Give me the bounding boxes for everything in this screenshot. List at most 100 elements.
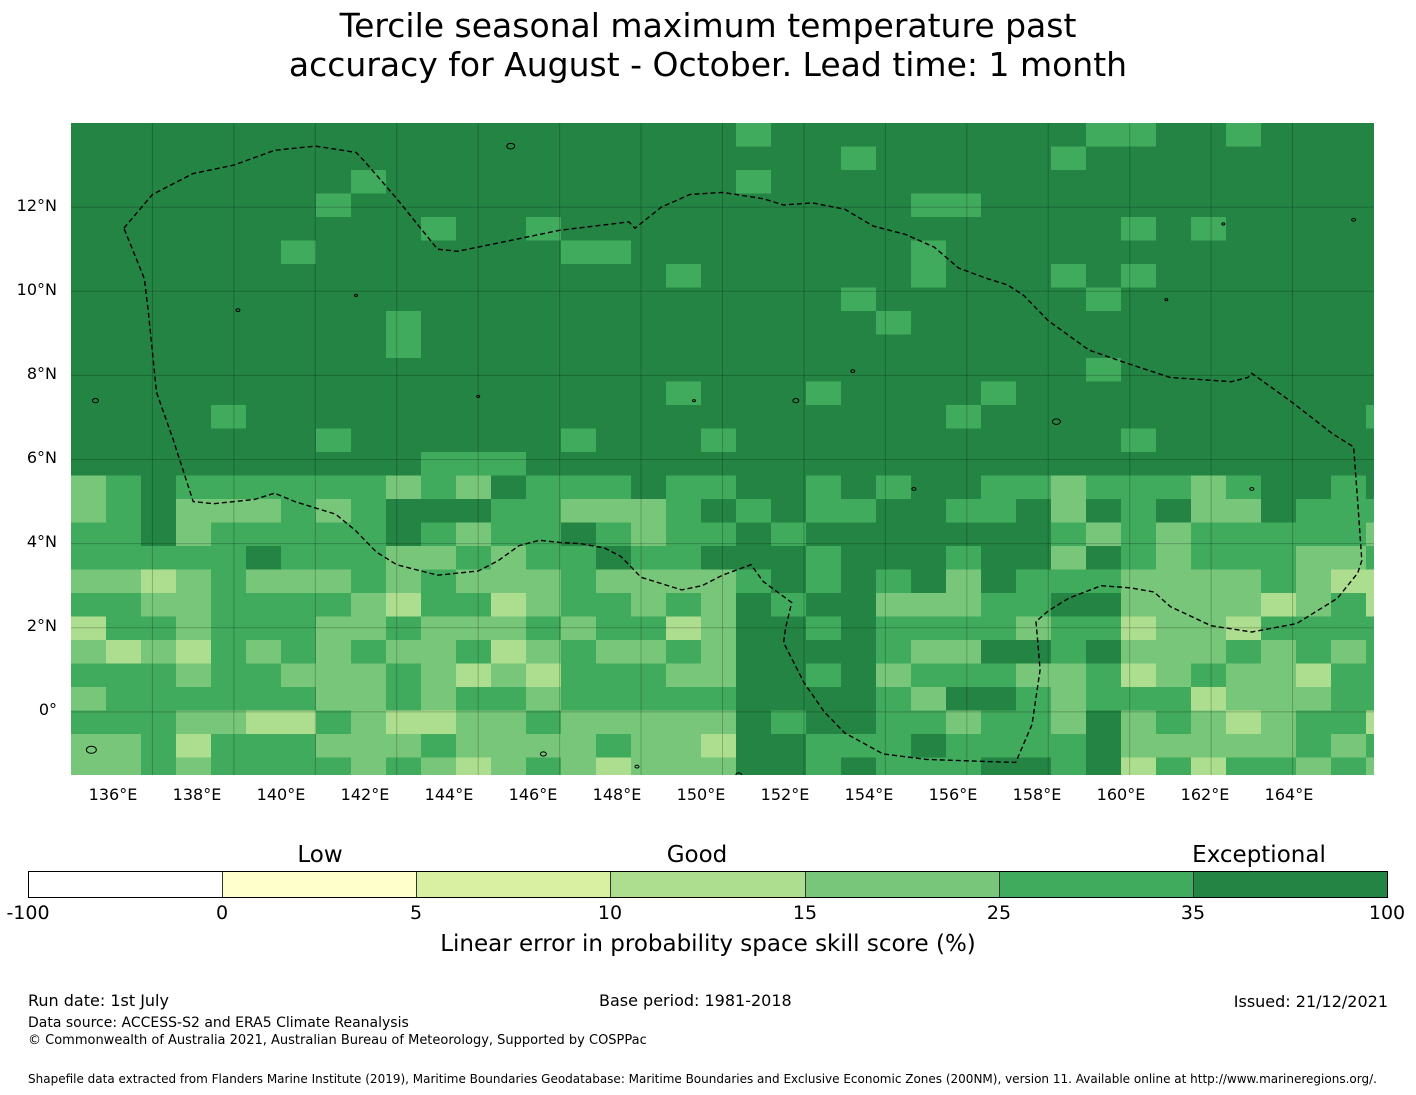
skill-cell bbox=[141, 193, 177, 218]
skill-cell bbox=[1296, 546, 1332, 570]
skill-cell bbox=[1191, 334, 1227, 359]
skill-cell bbox=[736, 569, 772, 594]
colorbar-segment-4 bbox=[611, 872, 806, 897]
skill-cell bbox=[736, 311, 772, 335]
skill-cell bbox=[1261, 193, 1297, 218]
colorbar-tick: 100 bbox=[1368, 902, 1406, 924]
skill-cell bbox=[1086, 405, 1122, 429]
skill-cell bbox=[316, 170, 352, 194]
skill-cell bbox=[736, 734, 772, 758]
skill-cell bbox=[386, 334, 422, 359]
skill-cell bbox=[71, 287, 107, 312]
skill-cell bbox=[421, 593, 457, 617]
skill-cell bbox=[1121, 217, 1157, 241]
skill-cell bbox=[771, 734, 807, 758]
skill-cell bbox=[1086, 757, 1122, 775]
skill-cell bbox=[1191, 405, 1227, 429]
skill-cell bbox=[281, 287, 317, 312]
skill-cell bbox=[631, 170, 667, 194]
skill-cell bbox=[141, 475, 177, 500]
skill-cell bbox=[911, 616, 947, 641]
skill-cell bbox=[281, 311, 317, 335]
skill-cell bbox=[771, 193, 807, 218]
skill-cell bbox=[421, 287, 457, 312]
skill-cell bbox=[71, 334, 107, 359]
skill-cell bbox=[211, 217, 247, 241]
skill-cell bbox=[736, 334, 772, 359]
skill-cell bbox=[456, 358, 492, 382]
skill-cell bbox=[456, 334, 492, 359]
skill-cell bbox=[141, 616, 177, 641]
skill-grid-cells bbox=[71, 123, 1374, 775]
skill-cell bbox=[806, 499, 842, 523]
skill-cell bbox=[1156, 522, 1192, 547]
skill-cell bbox=[1156, 734, 1192, 758]
skill-cell bbox=[876, 757, 912, 775]
skill-cell bbox=[701, 193, 737, 218]
skill-cell bbox=[1296, 264, 1332, 288]
skill-cell bbox=[1121, 687, 1157, 711]
skill-cell bbox=[1086, 358, 1122, 382]
colorbar-segment-5 bbox=[805, 872, 1000, 897]
skill-cell bbox=[71, 663, 107, 688]
skill-cell bbox=[876, 546, 912, 570]
skill-cell bbox=[211, 593, 247, 617]
skill-cell bbox=[771, 240, 807, 265]
skill-cell bbox=[421, 710, 457, 735]
skill-cell bbox=[106, 287, 142, 312]
skill-cell bbox=[1261, 240, 1297, 265]
skill-cell bbox=[211, 146, 247, 171]
skill-cell bbox=[71, 522, 107, 547]
skill-cell bbox=[1086, 475, 1122, 500]
skill-cell bbox=[141, 405, 177, 429]
skill-cell bbox=[71, 616, 107, 641]
skill-cell bbox=[106, 217, 142, 241]
skill-cell bbox=[1226, 734, 1262, 758]
skill-cell bbox=[1016, 663, 1052, 688]
skill-cell bbox=[456, 593, 492, 617]
skill-cell bbox=[806, 569, 842, 594]
skill-cell bbox=[386, 757, 422, 775]
skill-cell bbox=[1261, 428, 1297, 453]
skill-cell bbox=[701, 287, 737, 312]
skill-cell bbox=[631, 217, 667, 241]
skill-cell bbox=[876, 663, 912, 688]
skill-cell bbox=[666, 334, 702, 359]
skill-cell bbox=[771, 616, 807, 641]
skill-cell bbox=[1156, 334, 1192, 359]
skill-cell bbox=[456, 193, 492, 218]
skill-cell bbox=[701, 452, 737, 476]
skill-cell bbox=[981, 593, 1017, 617]
skill-cell bbox=[771, 569, 807, 594]
island-outline bbox=[1221, 222, 1226, 226]
skill-cell bbox=[806, 405, 842, 429]
skill-cell bbox=[876, 499, 912, 523]
skill-cell bbox=[876, 123, 912, 147]
lon-label-146e: 146°E bbox=[508, 785, 558, 804]
skill-cell bbox=[246, 499, 282, 523]
skill-cell bbox=[841, 710, 877, 735]
skill-cell bbox=[771, 593, 807, 617]
colorbar-segment-6 bbox=[999, 872, 1194, 897]
skill-cell bbox=[666, 663, 702, 688]
skill-cell bbox=[876, 593, 912, 617]
skill-cell bbox=[456, 522, 492, 547]
skill-cell bbox=[246, 593, 282, 617]
skill-cell bbox=[1366, 687, 1374, 711]
skill-cell bbox=[351, 123, 387, 147]
skill-cell bbox=[911, 170, 947, 194]
skill-cell bbox=[1191, 240, 1227, 265]
skill-cell bbox=[701, 170, 737, 194]
skill-cell bbox=[281, 475, 317, 500]
skill-cell bbox=[1331, 452, 1367, 476]
skill-cell bbox=[771, 264, 807, 288]
skill-cell bbox=[456, 616, 492, 641]
skill-cell bbox=[946, 123, 982, 147]
skill-cell bbox=[1016, 381, 1052, 406]
skill-cell bbox=[1296, 217, 1332, 241]
skill-cell bbox=[456, 475, 492, 500]
skill-cell bbox=[281, 546, 317, 570]
skill-cell bbox=[1156, 428, 1192, 453]
skill-cell bbox=[701, 358, 737, 382]
skill-cell bbox=[1191, 123, 1227, 147]
